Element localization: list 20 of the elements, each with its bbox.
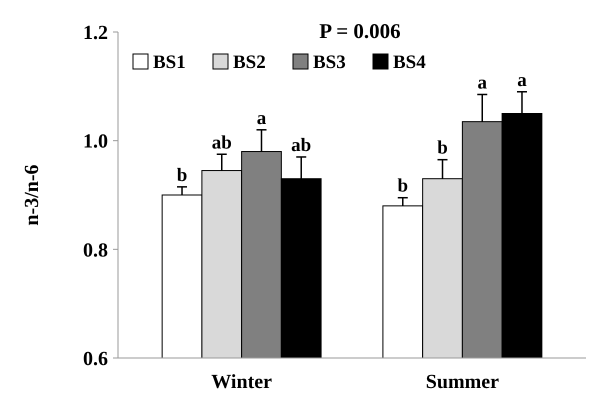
legend-label: BS2 xyxy=(233,52,266,73)
data-label: ab xyxy=(291,134,312,156)
data-label: a xyxy=(256,108,267,129)
data-label: b xyxy=(176,164,188,186)
data-label: ab xyxy=(212,132,232,154)
data-label: b xyxy=(437,138,448,159)
legend-label: BS1 xyxy=(153,52,186,73)
x-tick-label: Winter xyxy=(211,371,272,393)
data-label: a xyxy=(477,72,488,94)
y-tick-label: 1.0 xyxy=(83,130,108,153)
data-label: b xyxy=(397,176,408,197)
legend-label: BS4 xyxy=(393,52,426,73)
y-axis-title: n-3/n-6 xyxy=(21,164,43,226)
y-tick-label: 1.2 xyxy=(83,22,108,44)
x-tick-label: Summer xyxy=(426,371,500,393)
y-tick-label: 0.6 xyxy=(83,348,108,370)
data-label: a xyxy=(517,70,528,91)
legend-label: BS3 xyxy=(313,52,346,73)
chart-title: P = 0.006 xyxy=(319,19,401,43)
y-tick-label: 0.8 xyxy=(83,239,108,262)
